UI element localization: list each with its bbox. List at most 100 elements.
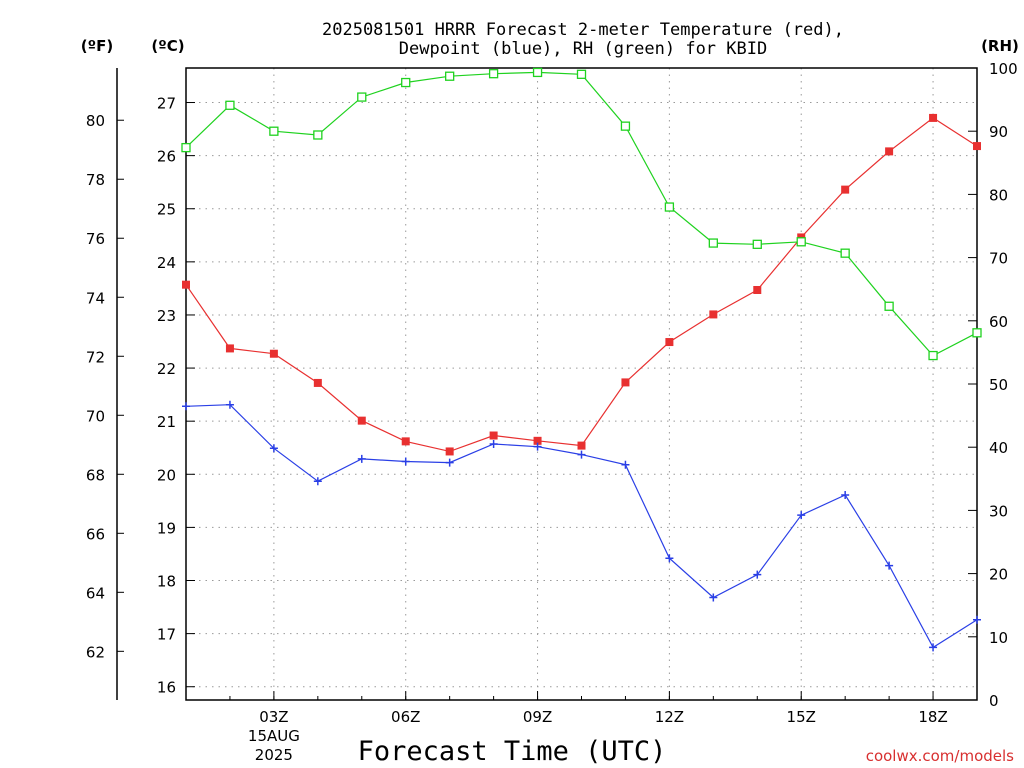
celsius-tick-label: 25 <box>157 201 176 219</box>
dewpoint-point <box>973 615 981 624</box>
temperature-point <box>489 431 498 440</box>
dewpoint-point <box>841 490 850 499</box>
celsius-tick-label: 26 <box>157 148 176 166</box>
dewpoint-point <box>753 570 762 579</box>
dewpoint-point <box>357 454 366 463</box>
temperature-point <box>621 378 630 387</box>
dewpoint-series <box>182 400 981 652</box>
dewpoint-point <box>797 511 806 520</box>
dewpoint-point <box>313 477 322 486</box>
temperature-point <box>973 142 981 151</box>
rh-point <box>532 67 543 78</box>
fahrenheit-tick-label: 64 <box>86 584 105 602</box>
dewpoint-point <box>621 460 630 469</box>
dewpoint-point <box>533 442 542 451</box>
rh-tick-label: 100 <box>989 60 1018 78</box>
dewpoint-point <box>401 457 410 466</box>
grid-lines <box>186 68 977 700</box>
temperature-point <box>577 441 586 450</box>
fahrenheit-tick-label: 68 <box>86 466 105 484</box>
fahrenheit-tick-label: 72 <box>86 348 105 366</box>
rh-point <box>796 237 806 247</box>
x-tick-label: 06Z <box>391 708 420 726</box>
rh-point <box>708 238 718 248</box>
dewpoint-point <box>182 402 190 411</box>
rh-line <box>185 71 978 357</box>
dewpoint-point <box>577 450 586 459</box>
dewpoint-point <box>709 593 718 602</box>
rh-tick-label: 60 <box>989 313 1008 331</box>
axes: 16 17 18 19 20 21 22 23 24 25 26 27 62 64 66 68 70 72 74 76… <box>86 60 1018 764</box>
data-series <box>181 67 982 652</box>
rh-tick-label: 10 <box>989 629 1008 647</box>
rh-tick-label: 40 <box>989 439 1008 457</box>
x-year-label: 2025 <box>255 746 293 764</box>
rh-tick-label: 0 <box>989 692 999 710</box>
temperature-point <box>357 416 366 425</box>
temperature-point <box>841 185 850 194</box>
fahrenheit-tick-label: 78 <box>86 171 105 189</box>
x-tick-label: 15Z <box>787 708 816 726</box>
rh-point <box>357 92 367 102</box>
temperature-point <box>885 147 894 156</box>
rh-series <box>181 67 982 361</box>
fahrenheit-tick-label: 66 <box>86 525 105 543</box>
rh-point <box>313 130 323 140</box>
rh-tick-label: 80 <box>989 186 1008 204</box>
rh-point <box>972 328 982 338</box>
celsius-tick-label: 23 <box>157 307 176 325</box>
rh-tick-label: 90 <box>989 123 1008 141</box>
rh-unit-label: (RH) <box>981 37 1019 55</box>
temperature-point <box>269 349 278 358</box>
chart-title-line1: 2025081501 HRRR Forecast 2-meter Tempera… <box>322 20 844 40</box>
rh-point <box>445 71 455 81</box>
rh-tick-label: 20 <box>989 566 1008 584</box>
dewpoint-point <box>665 554 674 563</box>
rh-point <box>269 126 279 136</box>
temperature-point <box>753 285 762 294</box>
x-date-label: 15AUG <box>248 727 300 745</box>
temperature-point <box>401 437 410 446</box>
rh-point <box>488 69 499 79</box>
rh-tick-label: 30 <box>989 502 1008 520</box>
fahrenheit-tick-label: 74 <box>86 289 105 307</box>
rh-point <box>928 350 938 361</box>
temperature-point <box>533 436 542 445</box>
dewpoint-point <box>929 643 938 652</box>
celsius-tick-label: 17 <box>157 626 176 644</box>
rh-point <box>576 69 587 79</box>
dewpoint-point <box>225 400 234 409</box>
temperature-point <box>665 338 674 347</box>
dewpoint-point <box>269 444 278 453</box>
celsius-tick-label: 27 <box>157 95 176 113</box>
celsius-unit-label: (ºC) <box>151 37 184 55</box>
celsius-tick-label: 18 <box>157 573 176 591</box>
celsius-tick-label: 19 <box>157 519 176 537</box>
x-axis-label: Forecast Time (UTC) <box>358 736 667 767</box>
temperature-line <box>185 117 978 453</box>
rh-point <box>181 142 191 153</box>
rh-point <box>884 301 894 311</box>
celsius-tick-label: 21 <box>157 413 176 431</box>
celsius-tick-label: 22 <box>157 360 176 378</box>
fahrenheit-tick-label: 80 <box>86 112 105 130</box>
dewpoint-point <box>489 440 498 449</box>
temperature-point <box>313 378 322 387</box>
x-tick-label: 12Z <box>655 708 684 726</box>
dewpoint-point <box>885 561 894 570</box>
rh-point <box>225 100 235 110</box>
rh-point <box>664 202 675 212</box>
dewpoint-line <box>185 404 978 649</box>
rh-tick-label: 70 <box>989 250 1008 268</box>
fahrenheit-tick-label: 70 <box>86 407 105 425</box>
x-tick-label: 03Z <box>259 708 288 726</box>
rh-point <box>840 248 850 258</box>
celsius-tick-label: 20 <box>157 466 176 484</box>
x-tick-label: 18Z <box>918 708 947 726</box>
credit-text[interactable]: coolwx.com/models <box>866 747 1014 765</box>
plot-frame <box>185 67 978 701</box>
rh-point <box>620 121 631 131</box>
temperature-point <box>445 447 454 456</box>
fahrenheit-tick-label: 62 <box>86 643 105 661</box>
